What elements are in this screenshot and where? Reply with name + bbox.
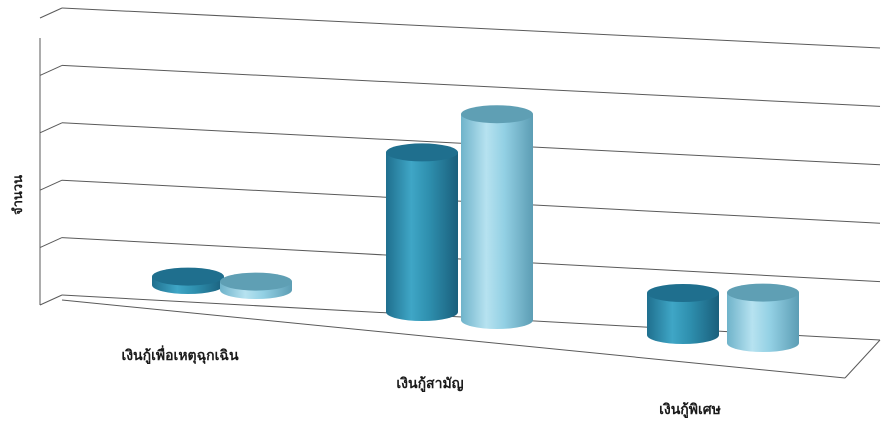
gridline-4 [62, 65, 880, 106]
floor-right-edge [845, 340, 880, 378]
bar-top [727, 284, 799, 302]
bar-s2-c0 [220, 273, 292, 299]
wall-tick-0 [40, 295, 62, 305]
wall-tick-1 [40, 238, 62, 248]
wall-tick-4 [40, 65, 62, 75]
bar-top [461, 105, 533, 123]
bar-body [461, 114, 533, 329]
bar-s1-c1 [386, 143, 458, 321]
bar-s2-c2 [727, 284, 799, 352]
bar-top [386, 143, 458, 161]
bar-body [386, 152, 458, 321]
wall-tick-5 [40, 8, 62, 18]
category-label-1: เงินกู้สามัญ [396, 376, 463, 392]
bar-top [220, 273, 292, 291]
wall-tick-2 [40, 180, 62, 190]
bar-top [647, 284, 719, 302]
bar-s1-c2 [647, 284, 719, 344]
category-label-0: เงินกู้เพื่อเหตุฉุกเฉิน [121, 345, 239, 364]
bar-s1-c0 [152, 268, 224, 294]
bar-top [152, 268, 224, 286]
gridline-5 [62, 8, 880, 48]
bars-layer [152, 105, 799, 352]
wall-tick-3 [40, 123, 62, 133]
bar-s2-c1 [461, 105, 533, 329]
category-label-2: เงินกู้พิเศษ [659, 402, 721, 418]
y-axis-label: จำนวน [10, 175, 26, 215]
labels-layer: จำนวน เงินกู้เพื่อเหตุฉุกเฉิน เงินกู้สาม… [10, 175, 721, 418]
